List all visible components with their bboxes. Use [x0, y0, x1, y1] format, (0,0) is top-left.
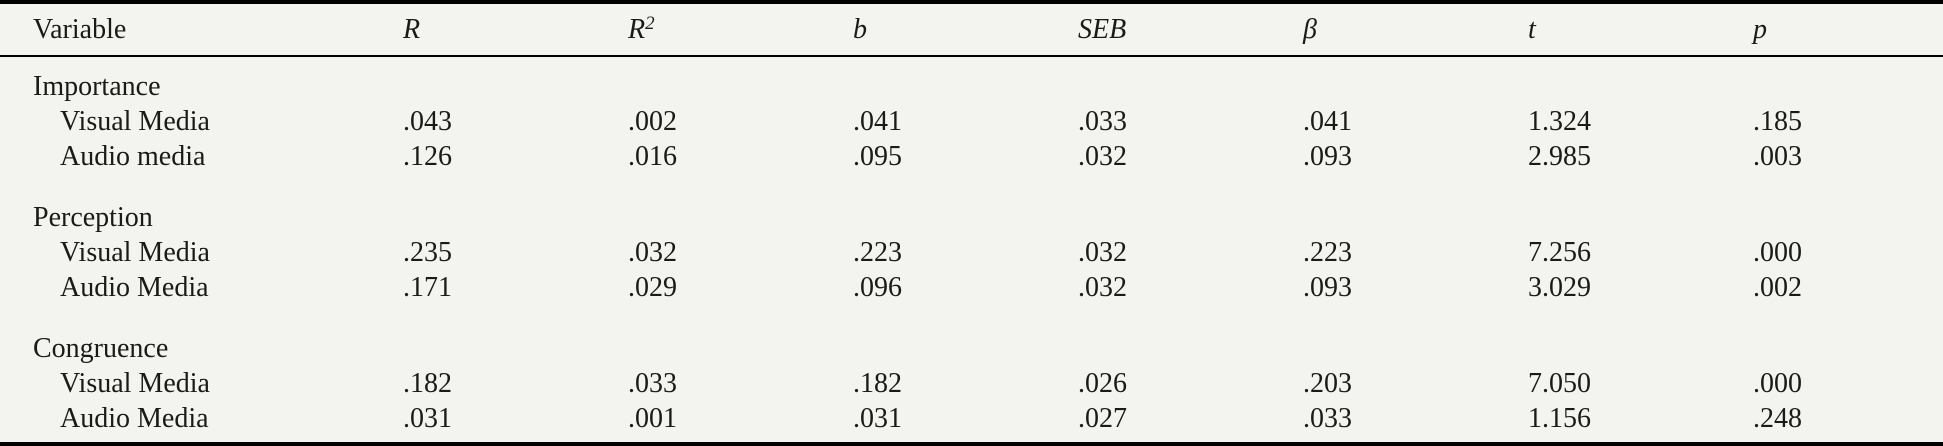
cell-value: .171: [403, 272, 452, 303]
cell-value: 7.050: [1528, 368, 1591, 399]
cell-value: .032: [628, 237, 677, 268]
section-label: Perception: [33, 202, 153, 233]
cell-value: .223: [1303, 237, 1352, 268]
cell-value: 1.156: [1528, 403, 1591, 434]
table-section: Perception Visual Media .235 .032 .223 .032 .2…: [0, 200, 1943, 305]
row-variable-label: Visual Media: [60, 237, 210, 268]
cell-value: .029: [628, 272, 677, 303]
row-variable-label: Audio Media: [60, 272, 209, 303]
cell-value: .031: [853, 403, 902, 434]
column-header-t-label: t: [1528, 13, 1536, 45]
column-header-beta-label: β: [1303, 13, 1317, 45]
cell-value: .093: [1303, 272, 1352, 303]
column-header-p-label: p: [1753, 13, 1767, 45]
r-squared-base: R: [628, 13, 646, 45]
cell-value: .033: [628, 368, 677, 399]
column-header-r: R: [368, 14, 593, 46]
cell-value: 3.029: [1528, 272, 1591, 303]
column-header-r-squared-label: R2: [628, 14, 655, 45]
table-header-row: Variable R R2 b SEB β t p: [0, 4, 1943, 57]
cell-value: .095: [853, 141, 902, 172]
row-variable-label: Visual Media: [60, 106, 210, 137]
table-body: Importance Visual Media .043 .002 .041 .033 .0…: [0, 57, 1943, 436]
table-row: Audio Media .031 .001 .031 .027 .033 1.156 .248: [0, 401, 1943, 436]
column-header-t: t: [1493, 14, 1718, 46]
cell-value: .182: [403, 368, 452, 399]
cell-value: .032: [1078, 141, 1127, 172]
cell-value: .032: [1078, 237, 1127, 268]
cell-value: .001: [628, 403, 677, 434]
cell-value: .126: [403, 141, 452, 172]
cell-value: .002: [1753, 272, 1802, 303]
cell-value: .003: [1753, 141, 1802, 172]
table-row: Visual Media .182 .033 .182 .026 .203 7.050 .00…: [0, 366, 1943, 401]
section-label: Importance: [33, 71, 161, 102]
row-variable-label: Visual Media: [60, 368, 210, 399]
cell-value: 2.985: [1528, 141, 1591, 172]
cell-value: .033: [1078, 106, 1127, 137]
table-row: Visual Media .235 .032 .223 .032 .223 7.256 .00…: [0, 235, 1943, 270]
column-header-seb: SEB: [1043, 14, 1268, 46]
cell-value: .041: [853, 106, 902, 137]
cell-value: 7.256: [1528, 237, 1591, 268]
column-header-p: p: [1718, 14, 1943, 46]
column-header-r-label: R: [403, 13, 421, 45]
cell-value: .235: [403, 237, 452, 268]
cell-value: .027: [1078, 403, 1127, 434]
cell-value: .016: [628, 141, 677, 172]
cell-value: .203: [1303, 368, 1352, 399]
cell-value: .041: [1303, 106, 1352, 137]
table-row: Audio media .126 .016 .095 .032 .093 2.985 .003: [0, 139, 1943, 174]
cell-value: .093: [1303, 141, 1352, 172]
cell-value: .043: [403, 106, 452, 137]
cell-value: 1.324: [1528, 106, 1591, 137]
cell-value: .248: [1753, 403, 1802, 434]
row-variable-label: Audio media: [60, 141, 206, 172]
cell-value: .002: [628, 106, 677, 137]
r-squared-superscript: 2: [645, 12, 655, 34]
column-header-variable: Variable: [0, 14, 368, 46]
cell-value: .096: [853, 272, 902, 303]
section-label: Congruence: [33, 333, 169, 364]
cell-value: .182: [853, 368, 902, 399]
section-label-row: Perception: [0, 200, 1943, 235]
row-variable-label: Audio Media: [60, 403, 209, 434]
column-header-beta: β: [1268, 14, 1493, 46]
cell-value: .000: [1753, 237, 1802, 268]
cell-value: .033: [1303, 403, 1352, 434]
column-header-seb-label: SEB: [1078, 13, 1127, 45]
section-label-row: Congruence: [0, 331, 1943, 366]
column-header-b: b: [818, 14, 1043, 46]
cell-value: .031: [403, 403, 452, 434]
column-header-r-squared: R2: [593, 14, 818, 46]
table-section: Congruence Visual Media .182 .033 .182 .026 .2…: [0, 331, 1943, 436]
column-header-variable-label: Variable: [33, 13, 127, 45]
table-section: Importance Visual Media .043 .002 .041 .033 .0…: [0, 69, 1943, 174]
cell-value: .026: [1078, 368, 1127, 399]
table-row: Visual Media .043 .002 .041 .033 .041 1.324 .18…: [0, 104, 1943, 139]
cell-value: .032: [1078, 272, 1127, 303]
column-header-b-label: b: [853, 13, 867, 45]
section-label-row: Importance: [0, 69, 1943, 104]
cell-value: .000: [1753, 368, 1802, 399]
cell-value: .223: [853, 237, 902, 268]
cell-value: .185: [1753, 106, 1802, 137]
table-row: Audio Media .171 .029 .096 .032 .093 3.029 .002: [0, 270, 1943, 305]
